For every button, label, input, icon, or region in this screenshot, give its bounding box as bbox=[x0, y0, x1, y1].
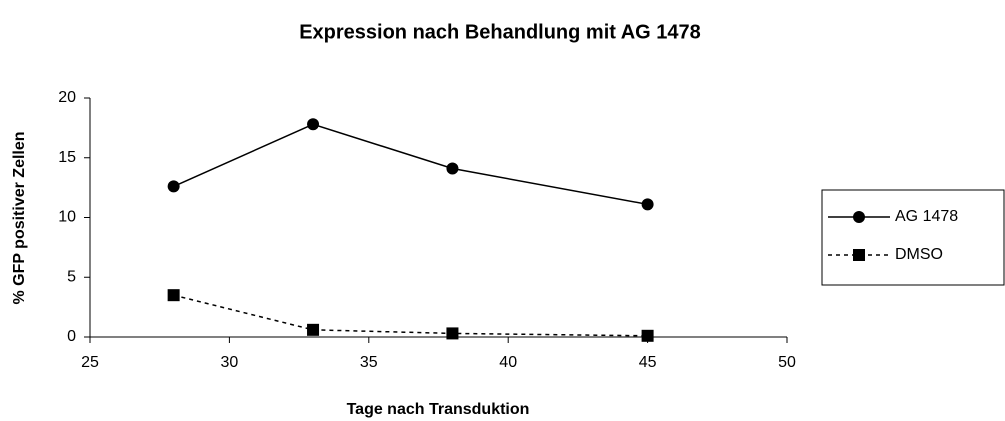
y-tick-label: 5 bbox=[67, 268, 76, 285]
data-point bbox=[307, 118, 320, 131]
legend-box bbox=[821, 189, 1005, 286]
data-point bbox=[641, 198, 654, 211]
data-point bbox=[167, 289, 180, 302]
legend-marker bbox=[853, 249, 865, 261]
y-tick-label: 0 bbox=[67, 328, 76, 345]
y-axis-label: % GFP positiver Zellen bbox=[11, 131, 28, 304]
x-axis-label: Tage nach Transduktion bbox=[347, 401, 530, 418]
x-tick-label: 35 bbox=[360, 354, 378, 371]
data-point bbox=[641, 329, 654, 342]
data-point bbox=[446, 327, 459, 340]
data-point bbox=[167, 180, 180, 193]
x-tick-label: 45 bbox=[639, 354, 657, 371]
y-tick-label: 20 bbox=[58, 89, 76, 106]
chart-title: Expression nach Behandlung mit AG 1478 bbox=[299, 21, 701, 43]
x-tick-label: 40 bbox=[499, 354, 517, 371]
series-line bbox=[173, 123, 648, 206]
legend-marker bbox=[853, 211, 865, 223]
y-tick-label: 10 bbox=[58, 209, 76, 226]
legend-label: AG 1478 bbox=[895, 208, 958, 225]
data-point bbox=[307, 323, 320, 336]
y-tick-label: 15 bbox=[58, 149, 76, 166]
x-tick-label: 50 bbox=[778, 354, 796, 371]
legend-label: DMSO bbox=[895, 246, 943, 263]
x-tick-label: 30 bbox=[221, 354, 239, 371]
data-point bbox=[446, 162, 459, 175]
series-line bbox=[173, 294, 648, 337]
x-tick-label: 25 bbox=[81, 354, 99, 371]
